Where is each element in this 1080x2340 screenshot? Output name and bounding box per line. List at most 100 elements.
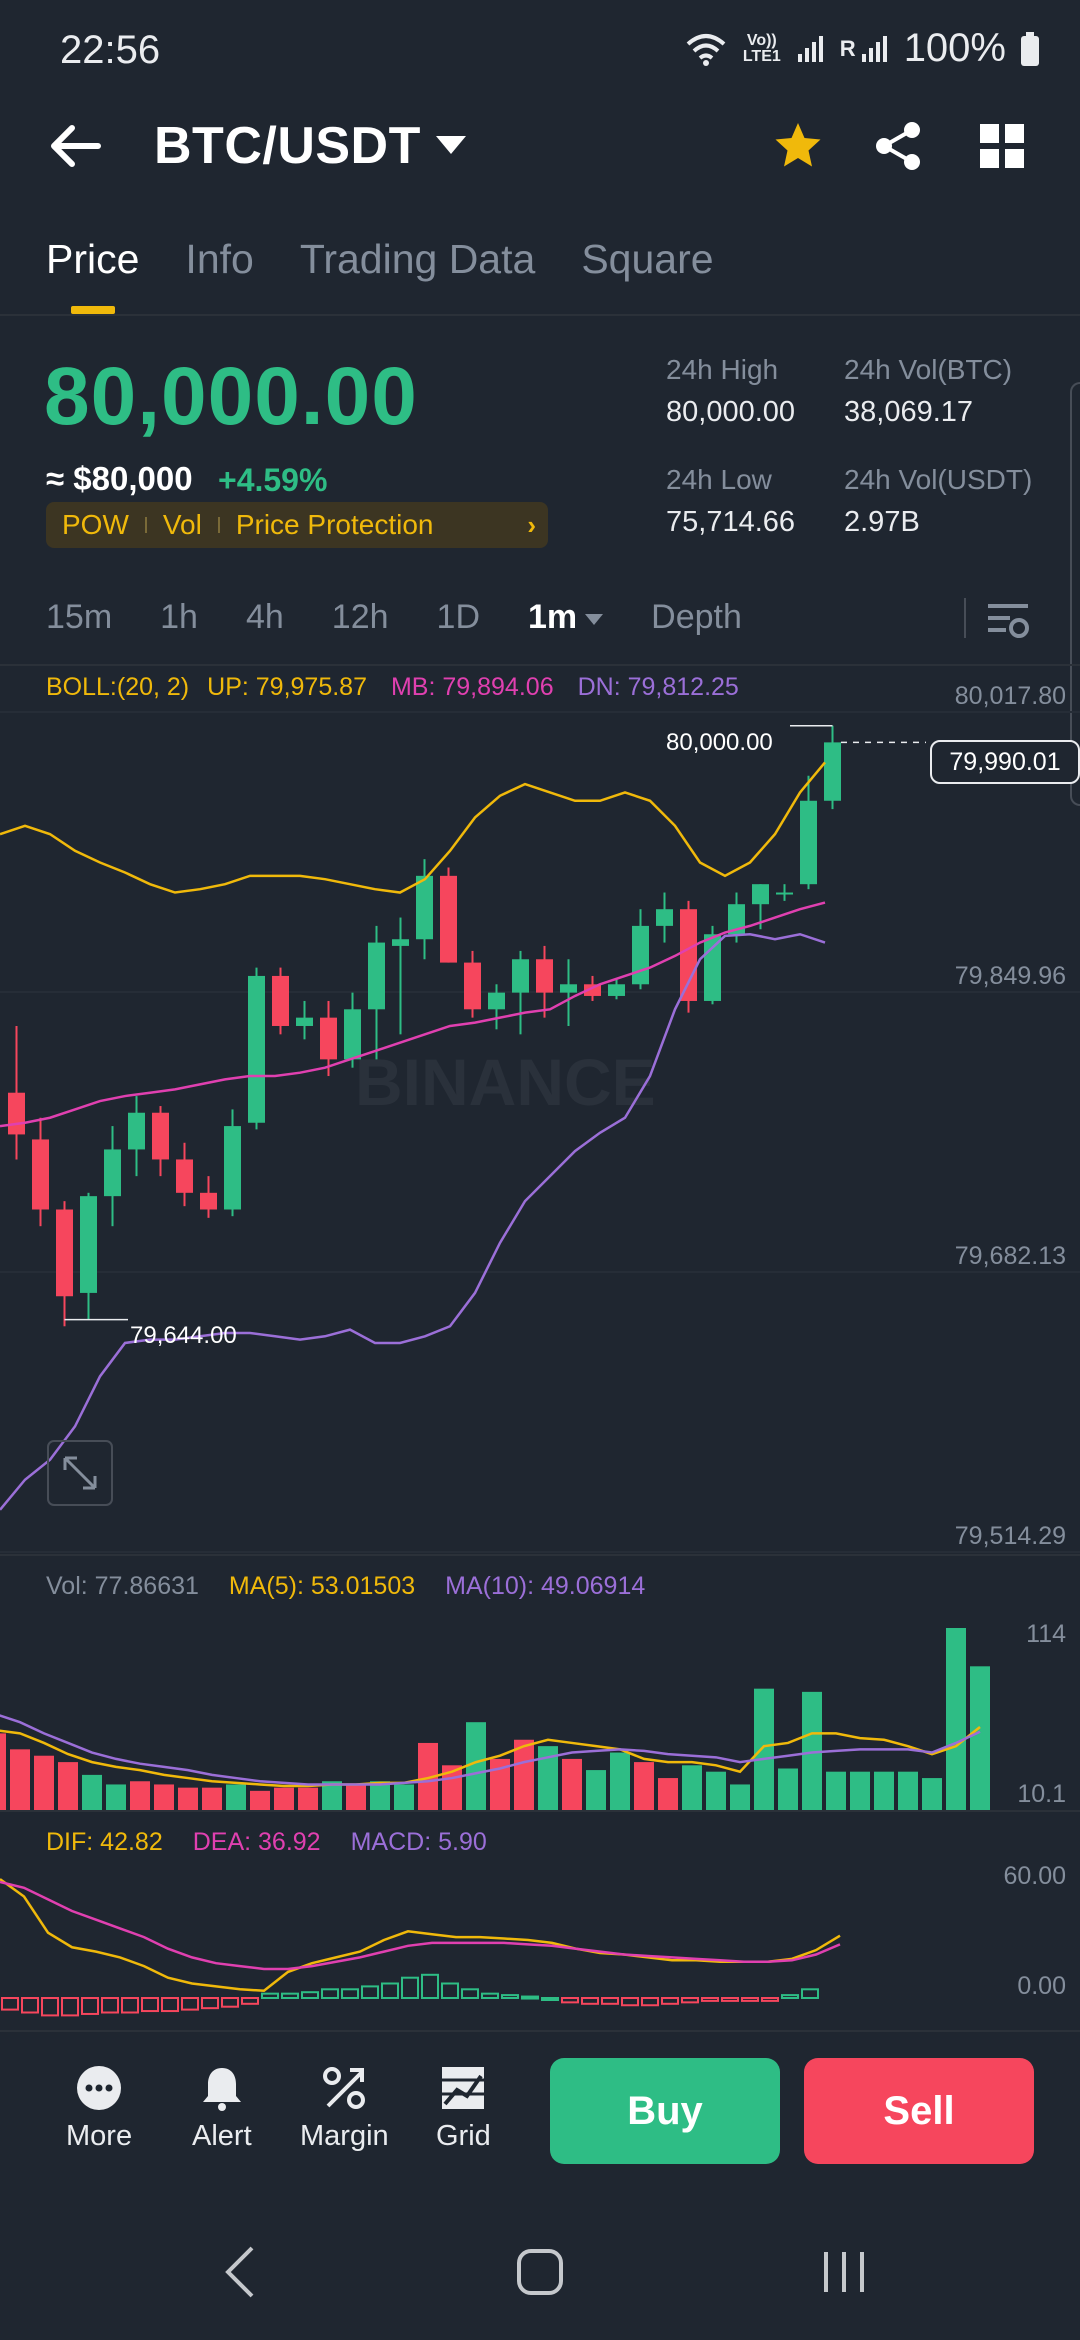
nav-grid-label: Grid <box>436 2120 491 2152</box>
pair-dropdown-icon[interactable] <box>436 136 466 154</box>
candle-body <box>752 884 769 905</box>
volume-bars <box>0 1628 990 1810</box>
volume-bar <box>346 1784 366 1810</box>
signal-icon <box>797 35 823 62</box>
volume-bar <box>634 1762 654 1810</box>
divider <box>0 1554 1080 1556</box>
side-drawer-handle[interactable] <box>1070 382 1080 806</box>
candle-body <box>536 959 553 993</box>
macd-axis-top: 60.00 <box>1003 1862 1066 1890</box>
macd-histogram-bar <box>801 1988 819 2000</box>
candle-body <box>8 1092 25 1135</box>
macd-histogram-bar <box>241 1997 259 2005</box>
volume-bar <box>490 1758 510 1810</box>
candle-body <box>488 992 505 1010</box>
volume-bar <box>778 1768 798 1810</box>
volume-bar <box>82 1774 102 1810</box>
nav-more[interactable]: More <box>66 2064 132 2153</box>
tag-price-protection[interactable]: Price Protection <box>235 509 434 540</box>
boll-lines <box>0 761 826 1511</box>
wifi-icon <box>686 33 726 66</box>
volume-bar <box>970 1666 990 1810</box>
battery-percent: 100% <box>903 26 1006 70</box>
tab-square[interactable]: Square <box>581 236 714 282</box>
volume-bar <box>322 1781 342 1810</box>
system-back-icon[interactable] <box>222 2244 258 2300</box>
nav-alert[interactable]: Alert <box>192 2064 252 2153</box>
boll-legend: BOLL:(20, 2) UP: 79,975.87 MB: 79,894.06… <box>46 673 739 702</box>
system-home-icon[interactable] <box>516 2248 564 2296</box>
macd-histogram-bar <box>121 1997 139 2014</box>
candle-body <box>584 984 601 996</box>
fullscreen-icon[interactable] <box>47 1440 113 1506</box>
tag-bar[interactable]: POW Vol Price Protection › <box>46 502 548 548</box>
sell-button[interactable]: Sell <box>804 2058 1034 2164</box>
tab-trading-data[interactable]: Trading Data <box>299 236 536 282</box>
vol-usdt-label: 24h Vol(USDT) <box>844 464 1033 495</box>
candle-body <box>104 1149 121 1197</box>
last-price: 80,000.00 <box>44 351 418 442</box>
volume-bar <box>226 1784 246 1810</box>
nav-alert-label: Alert <box>192 2120 252 2152</box>
divider <box>0 664 1080 666</box>
interval-4h[interactable]: 4h <box>245 598 284 636</box>
candle-body <box>272 975 289 1026</box>
system-recents-icon[interactable] <box>820 2248 870 2296</box>
macd-lines <box>0 1878 841 1993</box>
macd-histogram-bar <box>281 1992 299 2000</box>
volume-bar <box>250 1790 270 1810</box>
volume-bar <box>610 1752 630 1810</box>
nav-margin[interactable]: Margin <box>300 2064 389 2153</box>
interval-1h[interactable]: 1h <box>160 598 198 636</box>
interval-12h[interactable]: 12h <box>331 598 389 636</box>
candle-body <box>824 742 841 801</box>
tag-separator <box>144 517 147 533</box>
macd-axis-zero: 0.00 <box>1017 1972 1066 2000</box>
favorite-star-icon[interactable] <box>772 120 824 172</box>
macd-histogram-bar <box>701 1997 719 2002</box>
share-icon[interactable] <box>872 120 924 172</box>
macd-histogram-bar <box>421 1973 439 2000</box>
depth-tab[interactable]: Depth <box>651 598 742 636</box>
chevron-right-icon[interactable]: › <box>527 509 536 540</box>
volume-bar <box>706 1771 726 1810</box>
volume-ma-lines <box>0 1714 981 1788</box>
tag-vol[interactable]: Vol <box>162 509 202 540</box>
tag-pow[interactable]: POW <box>62 509 129 540</box>
interval-1d[interactable]: 1D <box>436 598 480 636</box>
candle-body <box>440 875 457 963</box>
status-time: 22:56 <box>60 28 161 72</box>
interval-more-selector[interactable]: 1m <box>528 598 604 637</box>
volume-bar <box>874 1771 894 1810</box>
tab-price[interactable]: Price <box>46 236 140 282</box>
candlestick-chart[interactable]: BINANCE <box>0 0 1080 2040</box>
macd-histogram-bar <box>141 1997 159 2013</box>
candle-body <box>176 1159 193 1193</box>
volume-bar <box>898 1771 918 1810</box>
interval-15m[interactable]: 15m <box>46 598 113 636</box>
grid-menu-icon[interactable] <box>980 124 1024 168</box>
macd-histogram-bar <box>321 1988 339 2000</box>
current-price-tag[interactable]: 79,990.01 <box>930 740 1080 784</box>
candle-body <box>128 1112 145 1150</box>
volume-bar <box>274 1787 294 1810</box>
macd-histogram-bar <box>521 1995 539 2000</box>
buy-button[interactable]: Buy <box>550 2058 780 2164</box>
volume-legend: Vol: 77.86631 MA(5): 53.01503 MA(10): 49… <box>46 1572 645 1601</box>
back-arrow-icon[interactable] <box>48 118 104 174</box>
boll-params: BOLL:(20, 2) <box>46 673 190 701</box>
price-axis-label: 79,682.13 <box>954 1242 1066 1270</box>
tab-info[interactable]: Info <box>185 236 254 282</box>
volume-bar <box>202 1787 222 1810</box>
more-icon <box>77 2066 122 2110</box>
price-axis-label: 79,849.96 <box>954 962 1066 990</box>
volume-bar <box>922 1778 942 1810</box>
nav-grid[interactable]: Grid <box>436 2064 491 2153</box>
macd-histogram-bar <box>541 1997 559 2001</box>
chart-settings-icon[interactable] <box>986 598 1030 642</box>
macd-histogram-bar <box>601 1997 619 2005</box>
macd-histogram-bar <box>441 1982 459 1999</box>
volume-bar <box>0 1733 6 1810</box>
volume-ma10: MA(10): 49.06914 <box>445 1572 646 1600</box>
pair-title[interactable]: BTC/USDT <box>154 117 421 175</box>
